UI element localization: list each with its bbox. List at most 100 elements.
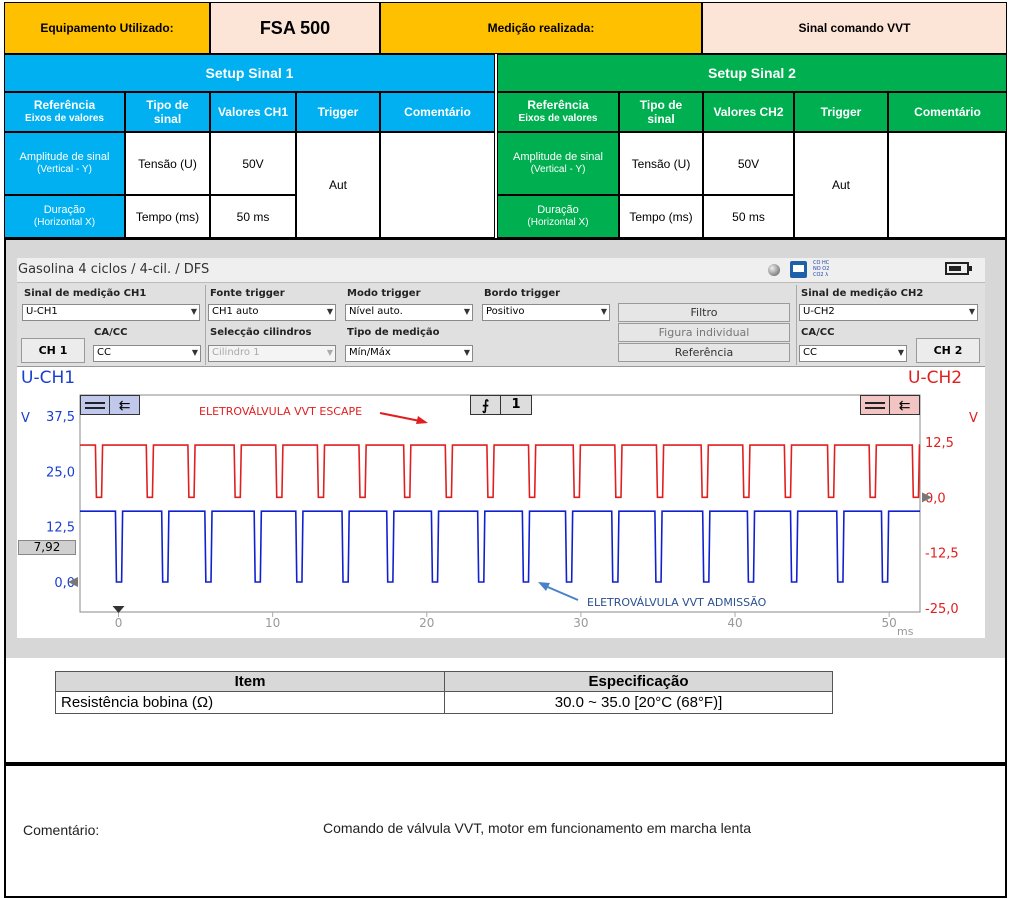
- y-left-tick-label: 25,0: [46, 465, 75, 480]
- setup2-duration-type: Tempo (ms): [619, 195, 703, 238]
- referencia-button[interactable]: Referência: [618, 343, 790, 362]
- ch1-zero-marker-icon: [68, 577, 78, 587]
- escape-arrow-head-icon: [416, 416, 428, 424]
- select-cilindros[interactable]: Cilindro 1 ▼: [208, 345, 336, 362]
- spec-row-item-text: Resistência bobina (Ω): [61, 694, 214, 711]
- setup1-comment-value: [380, 132, 495, 238]
- filtro-button[interactable]: Filtro: [618, 303, 790, 322]
- setup2-row-amplitude: Amplitude de sinal (Vertical - Y): [497, 132, 619, 195]
- setup1-title: Setup Sinal 1: [4, 54, 495, 92]
- select-tipo-medicao[interactable]: Mín/Máx ▼: [345, 345, 473, 362]
- select-sinal-ch2-value: U-CH2: [803, 306, 835, 317]
- x-tick-label: 40: [727, 616, 742, 630]
- equipment-value: FSA 500: [210, 2, 380, 54]
- select-sinal-ch1-value: U-CH1: [26, 306, 58, 317]
- setup2-amplitude-label: Amplitude de sinal: [513, 151, 603, 164]
- label-fonte-trigger: Fonte trigger: [210, 288, 285, 299]
- setup1-amplitude-type: Tensão (U): [125, 132, 210, 195]
- ch1-scale-arrow-icon: ⇇: [118, 397, 131, 413]
- select-modo-trigger[interactable]: Nível auto. ▼: [345, 304, 473, 321]
- setup2-trigger-value: Aut: [794, 132, 888, 238]
- spec-row-item: Resistência bobina (Ω): [56, 692, 445, 713]
- spec-table: [55, 671, 833, 714]
- comment-text: Comando de válvula VVT, motor em funcion…: [323, 820, 751, 836]
- ch2-button[interactable]: CH 2: [916, 338, 980, 363]
- ch1-name: U-CH1: [21, 368, 76, 388]
- trigger-edge-button[interactable]: ⨍ 1: [470, 395, 532, 415]
- rising-edge-icon: ⨍: [471, 396, 501, 414]
- setup2-col-values: Valores CH2: [703, 92, 794, 132]
- setup2-title: Setup Sinal 2: [497, 54, 1007, 92]
- gas-analyzer-icon: CO HC NO O2 CO2 λ: [813, 260, 830, 278]
- select-cacc-ch1[interactable]: CC ▼: [93, 345, 201, 362]
- setup2-duration-label: Duração: [537, 204, 579, 217]
- ch2-name: U-CH2: [908, 368, 963, 388]
- ch1-button[interactable]: CH 1: [21, 338, 85, 363]
- setup1-duration-label: Duração: [43, 204, 86, 217]
- label-tipo-medicao: Tipo de medição: [347, 327, 440, 338]
- setup1-col-comment: Comentário: [380, 92, 495, 132]
- select-sinal-ch2[interactable]: U-CH2 ▼: [799, 304, 978, 321]
- x-tick-label: 20: [419, 616, 434, 630]
- y-left-tick-label: 37,5: [46, 410, 75, 425]
- ch1-scale-equal-icon: [81, 396, 111, 414]
- setup2-comment-value: [888, 132, 1007, 238]
- label-modo-trigger: Modo trigger: [347, 288, 421, 299]
- status-led-icon: [768, 264, 780, 276]
- label-cacc-ch1: CA/CC: [94, 327, 128, 338]
- admissao-arrow-head-icon: [538, 582, 550, 591]
- select-fonte-trigger[interactable]: CH1 auto ▼: [208, 304, 336, 321]
- setup1-amplitude-value: 50V: [210, 132, 296, 195]
- y-right-tick-label: 0,0: [925, 491, 946, 506]
- y-right-tick-label: -25,0: [925, 602, 959, 617]
- select-sinal-ch1[interactable]: U-CH1 ▼: [22, 304, 200, 321]
- measurement-value: Sinal comando VVT: [702, 2, 1007, 54]
- dropdown-arrow-icon: ▼: [463, 307, 470, 316]
- label-sinal-ch1: Sinal de medição CH1: [24, 288, 147, 299]
- select-cilindros-value: Cilindro 1: [212, 347, 260, 358]
- dropdown-arrow-icon: ▼: [191, 348, 198, 357]
- printer-icon[interactable]: [790, 261, 807, 278]
- setup2-col-trigger: Trigger: [794, 92, 888, 132]
- y-right-tick-label: 12,5: [925, 436, 954, 451]
- y-left-tick-label: 0,0: [54, 576, 75, 591]
- x-unit: ms: [897, 625, 914, 638]
- setup2-duration-sub: (Horizontal X): [527, 217, 589, 229]
- comment-label: Comentário:: [23, 822, 100, 838]
- label-cacc-ch2: CA/CC: [801, 327, 835, 338]
- setup1-col-type: Tipo de sinal: [125, 92, 210, 132]
- y-right-tick-label: -12,5: [925, 547, 959, 562]
- select-bordo-trigger[interactable]: Positivo ▼: [482, 304, 610, 321]
- setup1-col-values: Valores CH1: [210, 92, 296, 132]
- scope-title: Gasolina 4 ciclos / 4-cil. / DFS: [18, 262, 210, 277]
- ch1-scale-button[interactable]: ⇇: [80, 395, 140, 415]
- x-tick-label: 10: [265, 616, 280, 630]
- setup2-amplitude-sub: (Vertical - Y): [530, 164, 586, 176]
- spec-row-spec-text: 30.0 ~ 35.0 [20°C (68°F)]: [554, 694, 723, 711]
- setup2-amplitude-type: Tensão (U): [619, 132, 703, 195]
- ch2-zero-marker-icon: [922, 492, 932, 503]
- equipment-label: Equipamento Utilizado:: [4, 2, 210, 54]
- select-modo-trigger-value: Nível auto.: [349, 306, 403, 317]
- select-cacc-ch2[interactable]: CC ▼: [799, 345, 907, 362]
- select-cacc-ch1-value: CC: [97, 347, 111, 358]
- setup2-col-ref: Referência Eixos de valores: [497, 92, 619, 132]
- dropdown-arrow-icon: ▼: [600, 307, 607, 316]
- setup2-amplitude-value: 50V: [703, 132, 794, 195]
- scope-app-bar: [17, 258, 985, 282]
- y-left-tick-label: 12,5: [46, 521, 75, 536]
- battery-icon: [945, 262, 972, 275]
- figura-individual-button[interactable]: Figura individual: [618, 323, 790, 342]
- cursor-value-box[interactable]: 7,92: [18, 540, 76, 555]
- select-tipo-medicao-value: Mín/Máx: [349, 347, 391, 358]
- controls-divider: [796, 285, 797, 365]
- spec-row-spec: 30.0 ~ 35.0 [20°C (68°F)]: [445, 692, 832, 713]
- label-escape: ELETROVÁLVULA VVT ESCAPE: [199, 405, 363, 418]
- trigger-channel-number: 1: [511, 397, 521, 412]
- x-tick-label: 0: [115, 616, 123, 630]
- ch2-scale-equal-icon: [861, 396, 891, 414]
- ch2-scale-button[interactable]: ⇇: [860, 395, 920, 415]
- setup1-duration-sub: (Horizontal X): [33, 217, 96, 229]
- label-bordo-trigger: Bordo trigger: [484, 288, 561, 299]
- setup1-col-trigger: Trigger: [296, 92, 380, 132]
